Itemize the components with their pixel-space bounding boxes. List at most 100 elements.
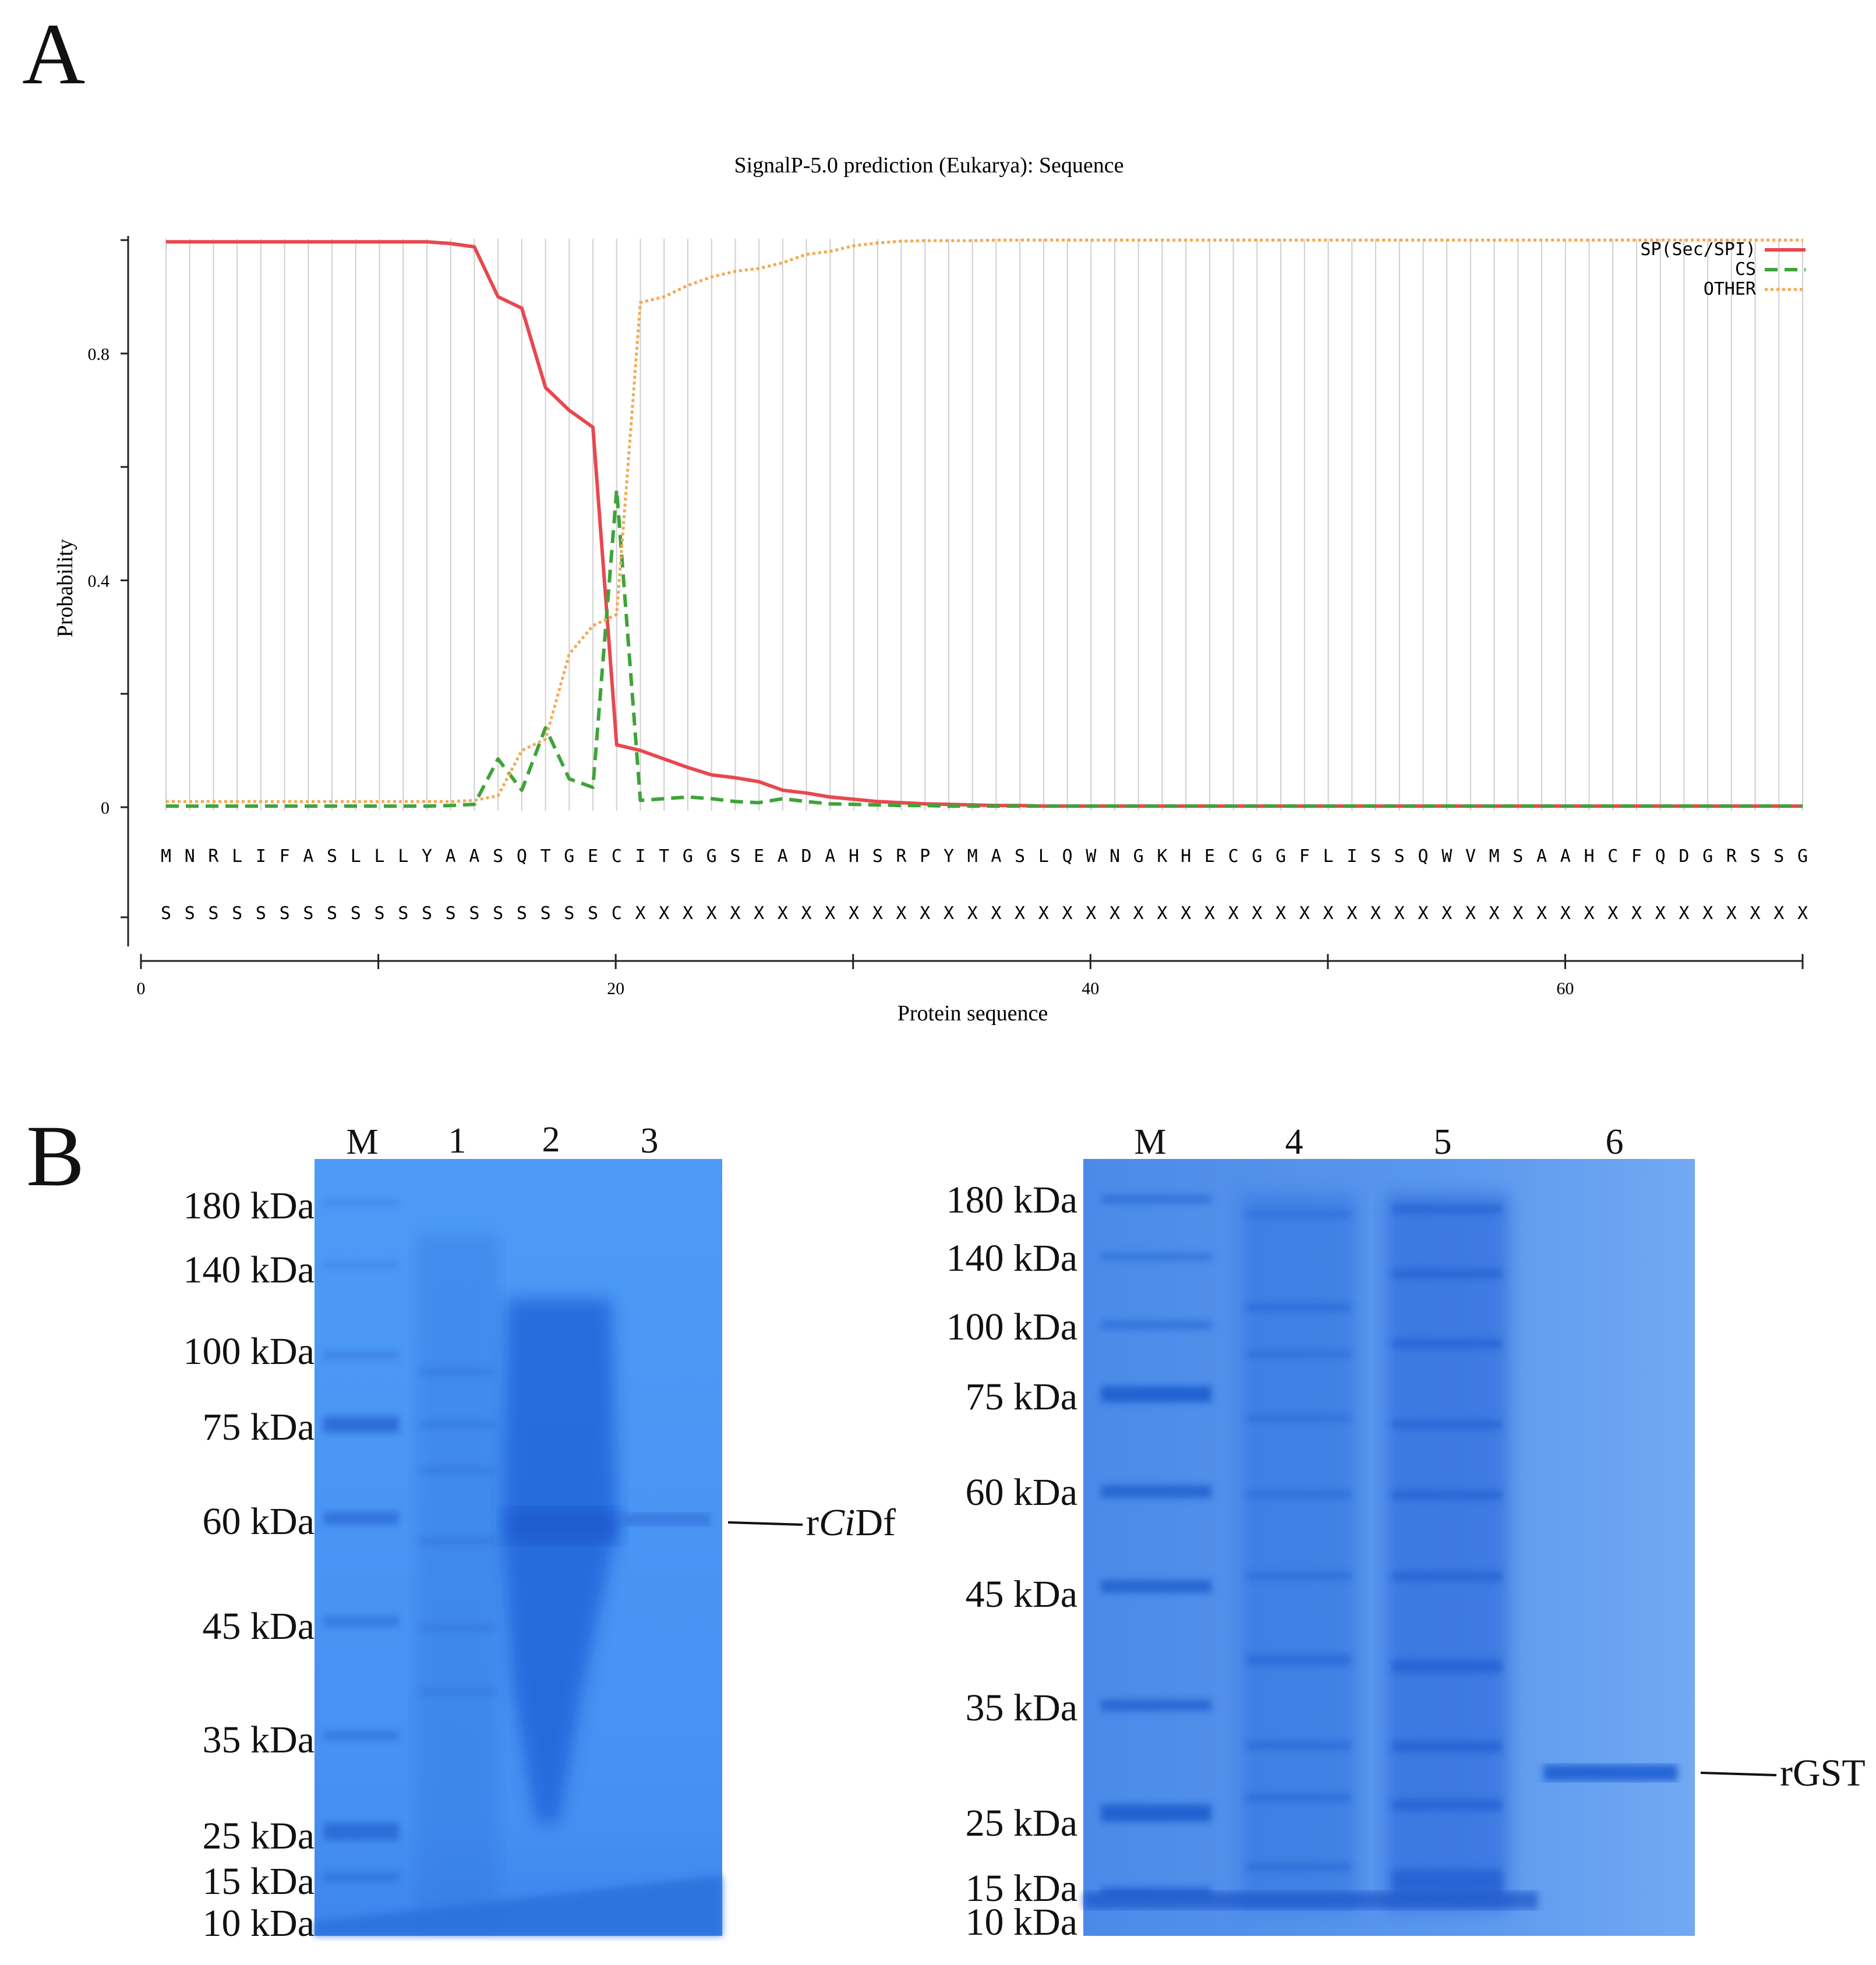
annotation-letter: S <box>564 903 574 924</box>
sequence-residue: E <box>1204 846 1215 867</box>
sequence-residue: G <box>1133 846 1144 867</box>
panel-label-b: B <box>26 1108 85 1204</box>
sequence-residue: G <box>1702 846 1713 867</box>
sequence-residue: H <box>849 846 859 867</box>
annotation-letter: S <box>256 903 266 924</box>
y-tick-label: 0.4 <box>88 572 110 591</box>
sequence-residue: H <box>1181 846 1191 867</box>
annotation-letter: X <box>1465 903 1476 924</box>
sequence-residue: N <box>185 846 195 867</box>
x-tick-label: 0 <box>137 979 146 998</box>
annotation-letter: X <box>1228 903 1239 924</box>
sequence-residue: L <box>374 846 384 867</box>
sequence-residue: D <box>1679 846 1689 867</box>
sequence-residue: A <box>778 846 788 867</box>
annotation-letter: X <box>1062 903 1073 924</box>
callout-line-rcidf <box>727 1521 803 1526</box>
sequence-residue: E <box>588 846 598 867</box>
gel-right-marker-label: 100 kDa <box>946 1306 1077 1348</box>
annotation-letter: S <box>280 903 290 924</box>
callout-rcidf: rCiDf <box>806 1504 896 1542</box>
y-tick-label: 0 <box>101 798 109 818</box>
callout-rcidf-prefix: r <box>806 1501 819 1544</box>
sequence-residue: A <box>825 846 835 867</box>
sequence-residue: S <box>1773 846 1784 867</box>
annotation-letter: X <box>1299 903 1310 924</box>
gel-left-marker-label: 180 kDa <box>183 1185 315 1227</box>
annotation-letter: X <box>1110 903 1120 924</box>
gel-right-marker-label: 10 kDa <box>965 1901 1077 1943</box>
annotation-letter: X <box>1702 903 1713 924</box>
gel-left-marker-label: 35 kDa <box>202 1719 315 1761</box>
annotation-letter: S <box>303 903 313 924</box>
sequence-residue: G <box>683 846 693 867</box>
legend-label: CS <box>1735 259 1756 280</box>
sequence-residue: I <box>256 846 266 867</box>
gel-left-lane-m: M <box>346 1122 379 1162</box>
sequence-residue: C <box>1228 846 1239 867</box>
y-axis-label: Probability <box>53 539 77 638</box>
sequence-residue: S <box>872 846 883 867</box>
annotation-letter: X <box>1584 903 1594 924</box>
series-line-cs <box>166 487 1803 808</box>
sequence-residue: I <box>1347 846 1357 867</box>
callout-line-rgst <box>1700 1772 1777 1776</box>
sequence-residue: A <box>1536 846 1547 867</box>
sequence-residue: G <box>1797 846 1808 867</box>
annotation-letter: X <box>1157 903 1167 924</box>
sequence-residue: Q <box>1418 846 1428 867</box>
annotation-letter: S <box>398 903 408 924</box>
sequence-residue: D <box>801 846 812 867</box>
sequence-residue: A <box>1560 846 1571 867</box>
sequence-residue: G <box>1252 846 1262 867</box>
sequence-residue: A <box>446 846 456 867</box>
gel-right-lane-6: 6 <box>1605 1122 1624 1162</box>
sequence-residue: K <box>1157 846 1167 867</box>
sequence-residue: L <box>351 846 361 867</box>
annotation-letter: S <box>161 903 171 924</box>
x-tick-label: 20 <box>607 979 624 998</box>
gel-right-lane-m: M <box>1134 1122 1167 1162</box>
annotation-letter: X <box>1204 903 1215 924</box>
sequence-residue: R <box>896 846 907 867</box>
annotation-letter: X <box>1797 903 1808 924</box>
annotation-letter: S <box>422 903 432 924</box>
annotation-letter: X <box>1655 903 1666 924</box>
sequence-residue: S <box>327 846 337 867</box>
annotation-letter: X <box>825 903 835 924</box>
annotation-letter: S <box>493 903 503 924</box>
gel-left <box>315 1159 722 1936</box>
sequence-residue: M <box>161 846 171 867</box>
sequence-residue: C <box>612 846 622 867</box>
annotation-letter: X <box>683 903 693 924</box>
x-tick-label: 40 <box>1082 979 1099 998</box>
chart-title: SignalP-5.0 prediction (Eukarya): Sequen… <box>734 153 1124 178</box>
annotation-letter: X <box>1750 903 1761 924</box>
annotation-letter: S <box>185 903 195 924</box>
annotation-letter: X <box>1038 903 1049 924</box>
annotation-letter: X <box>1394 903 1405 924</box>
gel-right-marker-label: 15 kDa <box>965 1867 1077 1910</box>
annotation-letter: X <box>1442 903 1452 924</box>
gel-left-marker-label: 140 kDa <box>183 1249 315 1291</box>
sequence-residue: M <box>967 846 978 867</box>
sequence-residue: A <box>303 846 313 867</box>
panel-label-a: A <box>22 6 86 103</box>
annotation-letter: X <box>1560 903 1571 924</box>
annotation-letter: X <box>1726 903 1737 924</box>
sequence-residue: Q <box>1655 846 1666 867</box>
annotation-letter: X <box>1418 903 1428 924</box>
annotation-letter: X <box>1276 903 1286 924</box>
sequence-residue: F <box>1631 846 1642 867</box>
annotation-letter: X <box>1773 903 1784 924</box>
sequence-residue: W <box>1086 846 1097 867</box>
sequence-residue: L <box>398 846 408 867</box>
gel-left-marker-label: 100 kDa <box>183 1330 315 1373</box>
sequence-residue: F <box>280 846 290 867</box>
annotation-letter: X <box>920 903 930 924</box>
sequence-residue: S <box>1750 846 1761 867</box>
sequence-residue: S <box>730 846 740 867</box>
gel-left-marker-label: 60 kDa <box>202 1500 315 1543</box>
x-tick-label: 60 <box>1556 979 1574 998</box>
